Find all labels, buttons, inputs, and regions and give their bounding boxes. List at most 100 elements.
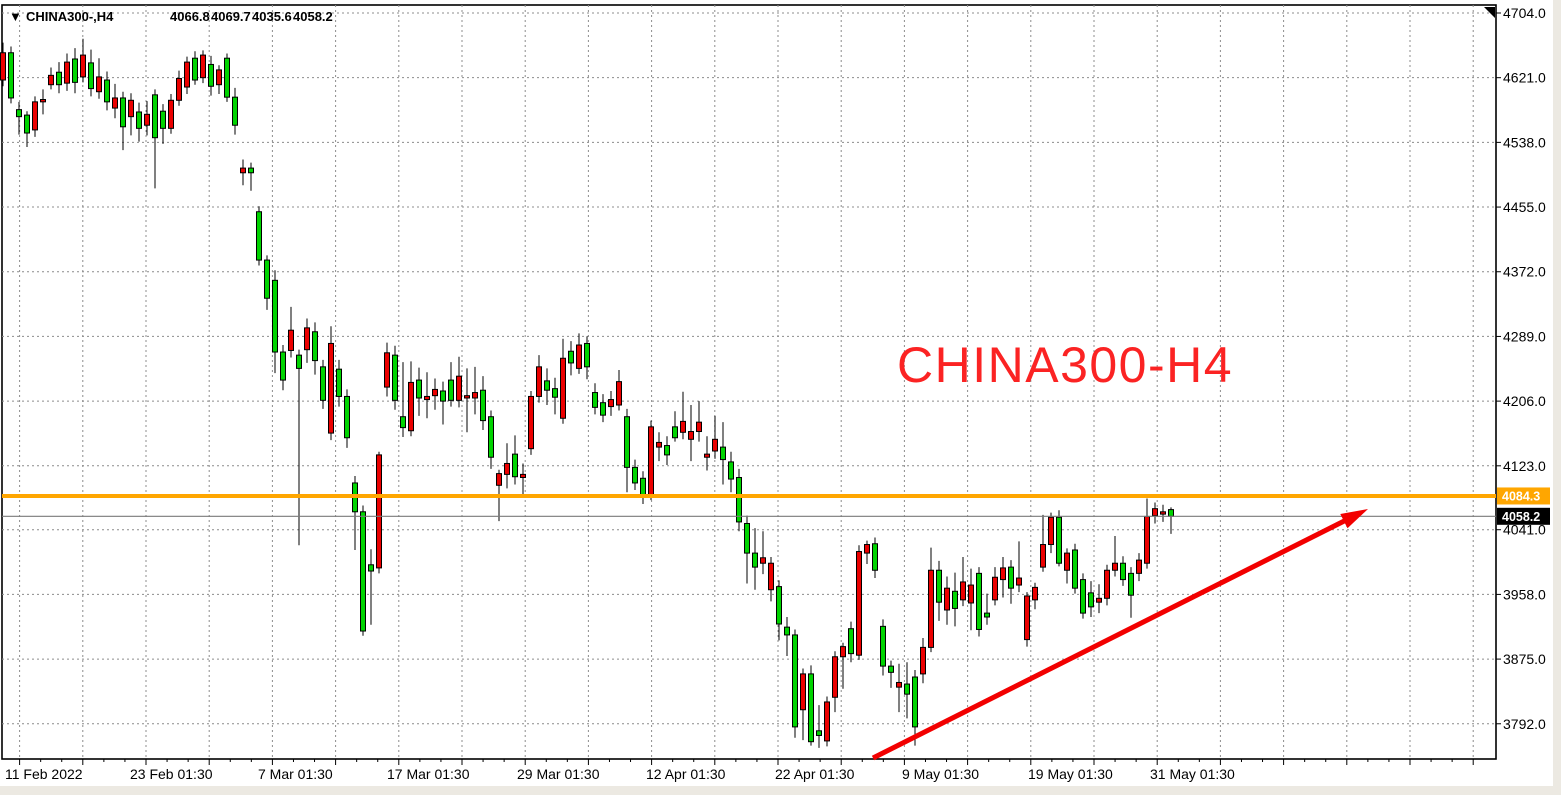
candle-body-up [840,646,846,658]
candle-body-down [488,416,494,458]
chart-shift-marker-icon [1484,7,1495,18]
symbol-dropdown-icon: ▼ [9,9,22,24]
candle-body-down [880,625,886,667]
candle-body-down [632,466,638,484]
candle-body-down [1128,572,1134,596]
resistance-badge-label: 4084.3 [1502,489,1540,503]
candle-body-down [360,511,366,632]
candle-body-up [928,569,934,648]
candle-body-down [816,730,822,736]
candle-body-up [1000,567,1006,581]
candle-body-up [0,52,6,81]
candle-body-up [1136,559,1142,574]
quote-open: 4066.8 [170,9,210,24]
candles [0,38,1174,748]
price-axis-label: 4538.0 [1503,134,1546,150]
candle-body-down [208,63,214,87]
candle-body-down [808,673,814,743]
candle-body-down [256,211,262,261]
candle-body-down [552,388,558,398]
candle-body-down [480,389,486,422]
trend-arrow-head[interactable] [1340,509,1368,529]
candle-body-up [32,101,38,131]
candle-body-down [584,342,590,368]
candle-body-down [952,590,958,609]
candle-body-up [1032,586,1038,601]
price-axis-label: 4455.0 [1503,199,1546,215]
chart-plot-area[interactable] [1,4,1497,760]
candle-body-down [232,96,238,126]
candle-body-down [936,569,942,603]
resistance-price-badge: 4084.3 [1497,487,1550,505]
price-axis-label: 4041.0 [1503,522,1546,538]
candle-body-up [472,392,478,399]
candle-body-up [680,420,686,433]
candle-body-down [448,379,454,401]
candle-body-up [616,381,622,406]
candle-body-up [384,352,390,388]
price-axis-label: 4123.0 [1503,458,1546,474]
candle-body-up [112,97,118,109]
candle-body-down [88,62,94,90]
candle-body-up [1096,597,1102,603]
time-axis-label: 11 Feb 2022 [5,766,83,782]
candle-body-up [144,113,150,126]
trend-arrow-shaft[interactable] [871,517,1349,761]
candle-body-up [128,99,134,118]
candle-body-down [296,354,302,369]
candle-body-up [1160,511,1166,515]
time-axis-label: 12 Apr 01:30 [646,766,726,782]
candle-body-down [400,416,406,429]
candle-body-up [200,54,206,79]
candle-body-down [1056,516,1062,564]
candle-body-up [176,77,182,101]
candle-body-down [192,57,198,81]
candle-body-up [704,453,710,458]
time-axis-label: 23 Feb 01:30 [130,766,213,782]
time-axis-label: 17 Mar 01:30 [387,766,470,782]
candle-body-up [1152,508,1158,517]
window-right-strip [1553,0,1561,795]
price-axis[interactable]: 4704.0 4621.0 4538.0 4455.0 4372.0 4289.0 4206… [1496,5,1546,732]
candle-body-down [752,552,758,568]
candle-body-up [760,557,766,564]
candle-body-up [456,375,462,401]
candle-body-down [280,351,286,381]
candle-body-down [912,676,918,728]
candle-body-up [504,462,510,475]
candle-body-down [1080,579,1086,614]
candle-body-down [848,628,854,655]
time-axis[interactable]: 11 Feb 2022 23 Feb 01:30 7 Mar 01:30 17 Mar… [5,759,1474,782]
candle-body-down [368,564,374,572]
candle-body-up [328,342,334,434]
candle-body-up [560,357,566,419]
candle-body-up [688,431,694,440]
quote-low: 4035.6 [252,9,292,24]
time-axis-label: 29 Mar 01:30 [517,766,600,782]
candle-body-up [408,381,414,432]
candle-body-up [520,473,526,478]
window-bottom-strip [0,786,1561,795]
candle-body-up [1104,569,1110,599]
candle-body-down [592,392,598,408]
candle-body-up [1024,595,1030,641]
candle-body-up [1040,544,1046,568]
candle-body-down [984,612,990,618]
candle-body-down [904,683,910,695]
candle-body-down [224,57,230,98]
candle-body-down [872,543,878,571]
candle-body-up [648,426,654,496]
candle-body-down [976,572,982,630]
quote-high: 4069.7 [211,9,251,24]
candle-body-up [96,76,102,93]
candle-body-up [240,167,246,174]
candle-body-up [856,551,862,656]
candle-body-up [992,576,998,601]
current-price-badge: 4058.2 [1497,507,1550,525]
candle-body-up [768,562,774,591]
candle-body-up [528,395,534,450]
trend-arrow[interactable] [871,509,1368,761]
price-axis-label: 4289.0 [1503,328,1546,344]
candle-body-down [512,453,518,478]
